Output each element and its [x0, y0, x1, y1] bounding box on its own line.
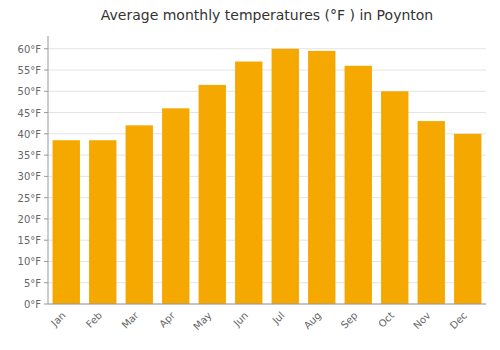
- grid-line: [48, 112, 486, 113]
- y-tick-label: 10°F: [18, 256, 42, 267]
- x-tick-label: Nov: [411, 310, 433, 332]
- x-axis: Jan Feb Mar Apr May Jun Jul Aug Sep Oct Nov Dec: [48, 304, 486, 332]
- y-tick: [44, 112, 48, 113]
- grid: [48, 49, 486, 304]
- title: Average monthly temperatures (°F ) in Po…: [101, 7, 433, 23]
- y-tick: [44, 70, 48, 71]
- y-tick-label: 60°F: [18, 44, 42, 55]
- y-tick: [44, 176, 48, 177]
- y-tick: [44, 91, 48, 92]
- bar: [126, 125, 153, 304]
- y-axis-line: [48, 36, 49, 304]
- y-tick: [44, 282, 48, 283]
- grid-line: [48, 48, 486, 49]
- y-tick-label: 5°F: [24, 278, 41, 289]
- y-tick: [44, 261, 48, 262]
- y-tick-label: 20°F: [18, 214, 42, 225]
- y-tick-label: 25°F: [18, 193, 42, 204]
- y-tick: [44, 48, 48, 49]
- x-tick-label: Mar: [120, 309, 142, 331]
- x-axis-line: [48, 304, 486, 305]
- bar: [272, 49, 299, 304]
- y-tick: [44, 304, 48, 305]
- bars: [53, 49, 482, 304]
- bar: [345, 66, 372, 304]
- x-tick-label: Jun: [231, 310, 251, 330]
- chart-container: Average monthly temperatures (°F ) in Po…: [0, 0, 500, 350]
- bar: [308, 51, 335, 304]
- x-tick-label: Sep: [339, 310, 360, 331]
- x-tick-label: Oct: [376, 310, 396, 330]
- y-tick-label: 55°F: [18, 65, 42, 76]
- bar: [235, 62, 262, 304]
- y-tick-label: 30°F: [18, 171, 42, 182]
- bar: [199, 85, 226, 304]
- grid-line: [48, 304, 486, 305]
- x-tick-label: Feb: [84, 310, 104, 330]
- y-tick: [44, 155, 48, 156]
- x-tick-label: Apr: [157, 309, 178, 330]
- y-tick: [44, 197, 48, 198]
- y-tick-label: 50°F: [18, 86, 42, 97]
- x-tick-label: Aug: [302, 310, 324, 332]
- y-axis: 0°F 5°F 10°F 15°F 20°F 25°F 30°F 35°F 40°F 45°F 50…: [18, 36, 48, 310]
- bar: [162, 108, 189, 304]
- x-tick-label: Dec: [448, 310, 469, 331]
- bar: [381, 91, 408, 304]
- x-tick-label: May: [191, 310, 213, 332]
- y-tick: [44, 218, 48, 219]
- bar: [418, 121, 445, 304]
- bar: [454, 134, 481, 304]
- bar: [53, 140, 80, 304]
- grid-line: [48, 91, 486, 92]
- x-tick-label: Jul: [270, 310, 287, 327]
- y-tick: [44, 133, 48, 134]
- y-tick-label: 0°F: [24, 299, 41, 310]
- x-tick-label: Jan: [48, 310, 67, 329]
- y-tick-label: 35°F: [18, 150, 42, 161]
- y-tick: [44, 240, 48, 241]
- grid-line: [48, 70, 486, 71]
- y-tick-label: 40°F: [18, 129, 42, 140]
- chart: Average monthly temperatures (°F ) in Po…: [0, 0, 500, 350]
- bar: [89, 140, 116, 304]
- y-tick-label: 15°F: [18, 235, 42, 246]
- y-tick-label: 45°F: [18, 108, 42, 119]
